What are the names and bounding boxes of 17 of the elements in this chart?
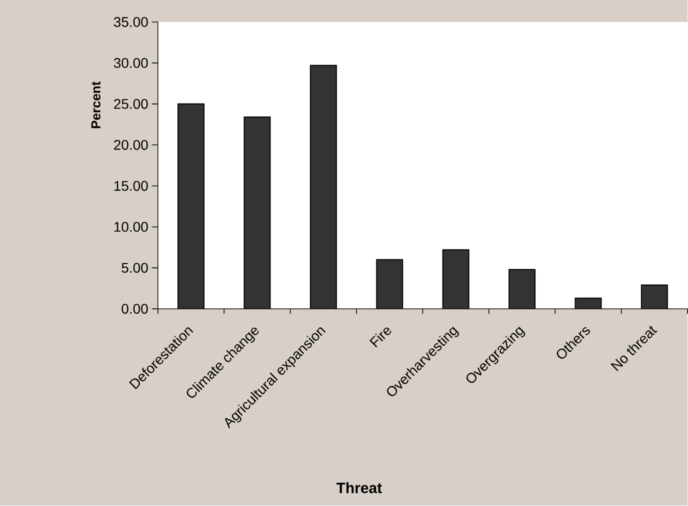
y-tick-label: 15.00 [114,181,148,191]
bar [442,249,470,309]
x-axis-title: Threat [336,482,382,494]
y-tick-label: 10.00 [114,222,148,232]
y-tick-label: 35.00 [114,17,148,28]
y-tick-label: 30.00 [114,58,148,68]
y-axis-title: Percent [91,82,100,128]
y-tick-label: 25.00 [114,99,148,110]
y-tick-label: 20.00 [114,140,148,150]
bar [244,116,271,309]
y-tick-label: 0.00 [122,304,148,314]
bar [310,65,337,309]
y-tick-label: 5.00 [122,263,148,273]
bar [640,284,668,309]
bar [508,269,536,309]
bar [376,259,404,309]
bar [178,104,204,309]
